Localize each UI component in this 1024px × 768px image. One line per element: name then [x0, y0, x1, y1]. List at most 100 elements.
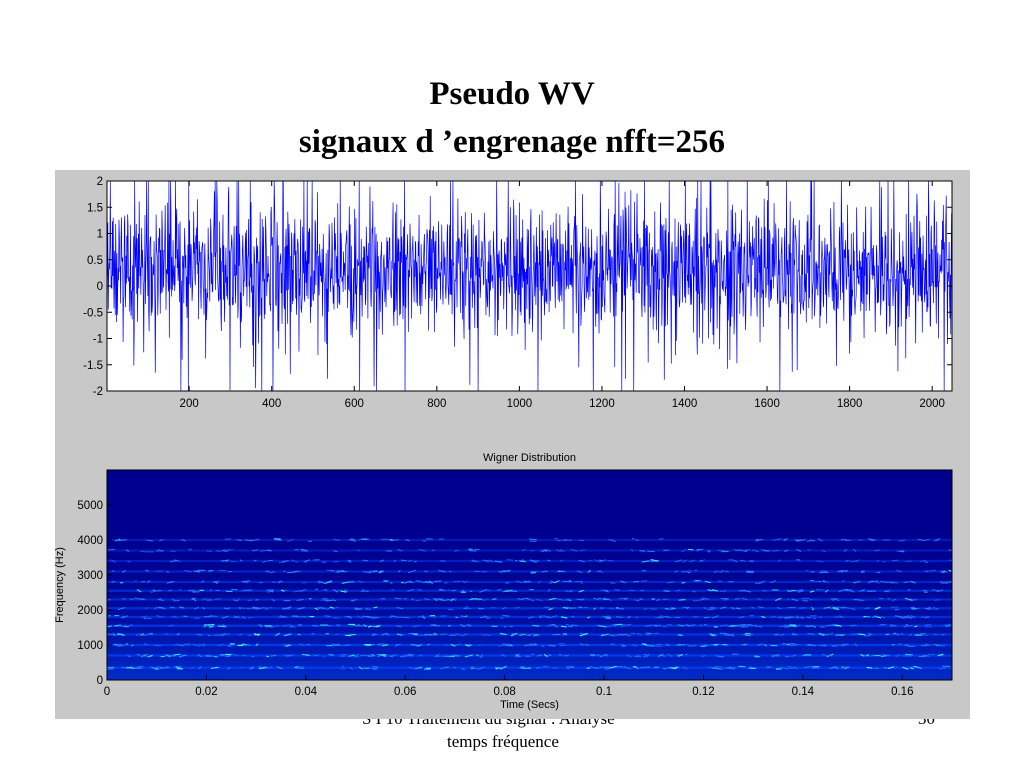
tfr-speckle [229, 643, 233, 646]
tfr-speckle [817, 538, 823, 542]
tfr-speckle [332, 606, 339, 610]
tfr-speckle [701, 597, 709, 600]
tfr-speckle [178, 654, 187, 658]
tfr-speckle [202, 626, 207, 628]
tfr-speckle [537, 580, 542, 584]
tfr-speckle [282, 607, 291, 610]
tfr-speckle [371, 653, 376, 657]
tfr-speckle [527, 666, 532, 669]
tfr-speckle [412, 624, 421, 628]
tfr-speckle [630, 548, 634, 552]
tfr-speckle [396, 606, 404, 610]
tfr-speckle [888, 581, 894, 584]
tfr-speckle [536, 559, 540, 562]
tfr-speckle [174, 643, 179, 647]
tfr-speckle [839, 615, 845, 619]
tfr-speckle [451, 654, 460, 658]
tfr-speckle [550, 606, 555, 610]
tfr-speckle [326, 606, 332, 611]
tfr-speckle [237, 539, 243, 542]
tfr-speckle [239, 559, 243, 562]
tfr-speckle [199, 655, 203, 658]
tfr-speckle [363, 667, 370, 670]
tfr-speckle [385, 633, 390, 636]
tfr-speckle [727, 667, 736, 670]
tfr-speckle [632, 644, 638, 647]
tfr-speckle [791, 598, 798, 602]
tfr-speckle [598, 559, 607, 563]
tfr-speckle [721, 606, 728, 609]
tfr-speckle [217, 643, 224, 647]
tfr-speckle [874, 667, 879, 670]
tfr-speckle [560, 559, 564, 562]
tfr-speckle [770, 580, 777, 584]
tfr-speckle [233, 615, 240, 619]
tfr-speckle [771, 549, 780, 552]
tfr-speckle [222, 633, 230, 636]
tfr-speckle [890, 606, 899, 608]
tfr-speckle [481, 633, 487, 637]
tfr-speckle [943, 623, 952, 626]
tfr-speckle [883, 666, 887, 670]
tfr-speckle [503, 569, 511, 573]
tfr-speckle [565, 667, 570, 670]
tfr-speckle [363, 624, 367, 627]
tfr-speckle [466, 607, 472, 610]
tfr-speckle [675, 559, 683, 563]
tfr-speckle [594, 666, 603, 670]
tfr-speckle [775, 597, 782, 602]
tfr-speckle [183, 643, 191, 646]
tfr-speckle [559, 570, 567, 573]
tfr-speckle [146, 580, 151, 583]
tfr-speckle [593, 607, 596, 611]
tfr-speckle [410, 644, 418, 646]
tfr-speckle [145, 539, 154, 542]
tfr-speckle [785, 549, 790, 553]
tfr-speckle [948, 549, 952, 551]
tfr-speckle [797, 590, 804, 593]
tfr-speckle [715, 655, 721, 658]
tfr-speckle [723, 599, 728, 601]
tfr-speckle [274, 625, 280, 628]
tfr-speckle [372, 570, 379, 573]
tfr-speckle [740, 644, 746, 646]
tfr-speckle [929, 569, 937, 572]
tfr-speckle [636, 654, 642, 658]
tfr-speckle [523, 643, 532, 647]
tfr-speckle [563, 633, 568, 635]
tfr-speckle [882, 560, 886, 563]
tfr-speckle [578, 606, 581, 609]
tfr-speckle [485, 598, 489, 600]
tfr-speckle [510, 632, 518, 637]
tfr-speckle [687, 644, 691, 647]
tfr-speckle [738, 615, 745, 619]
tfr-speckle [335, 589, 339, 593]
tfr-speckle [266, 549, 272, 552]
tfr-speckle [332, 599, 337, 602]
tfr-speckle [562, 539, 565, 542]
tfr-speckle [730, 606, 736, 610]
tfr-speckle [266, 655, 269, 658]
tfr-speckle [344, 588, 349, 592]
tfr-speckle [833, 666, 839, 670]
tfr-speckle [920, 559, 927, 563]
tfr-speckle [704, 643, 709, 647]
tfr-speckle [589, 665, 597, 669]
tfr-speckle [230, 560, 237, 563]
tfr-speckle [910, 580, 916, 584]
tfr-speckle [193, 606, 200, 610]
tfr-speckle [564, 590, 569, 593]
tfr-speckle [372, 665, 378, 668]
tfr-speckle [803, 665, 812, 669]
tfr-speckle [287, 538, 294, 542]
tfr-speckle [867, 580, 874, 584]
tfr-speckle [222, 549, 230, 551]
tfr-speckle [688, 624, 696, 627]
tfr-speckle [399, 654, 408, 658]
tfr-speckle [173, 653, 181, 656]
tfr-speckle [641, 560, 650, 563]
tfr-speckle [566, 666, 574, 669]
tfr-speckle [874, 606, 881, 610]
tfr-speckle [850, 607, 856, 611]
tfr-speckle [297, 667, 305, 670]
